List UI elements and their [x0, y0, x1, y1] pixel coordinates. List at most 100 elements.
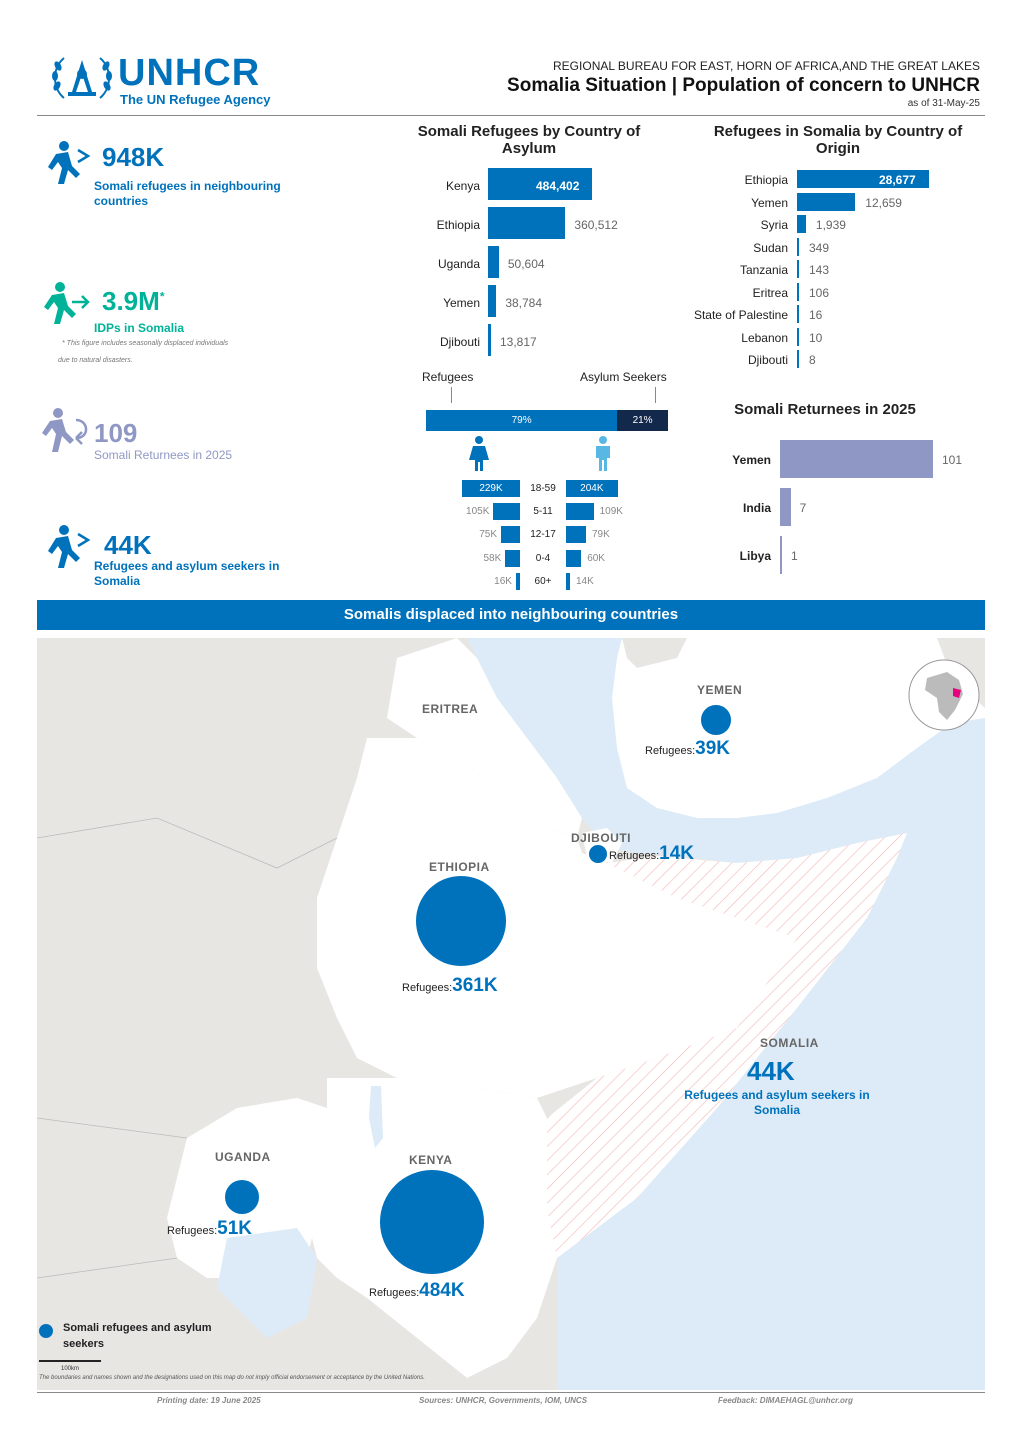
- asylum-bar-chart: Kenya 484,402 Ethiopia 360,512 Uganda 50,604 Y…: [380, 168, 680, 363]
- bar-label: Djibouti: [747, 353, 788, 367]
- bar-rect: [797, 215, 806, 233]
- origin-chart-title: Refugees in Somalia by Country of Origin: [690, 123, 986, 157]
- ref-value: 14K: [659, 843, 695, 864]
- lake-turkana: [369, 1086, 383, 1148]
- map-bubble-djibouti: [589, 845, 607, 863]
- map-label-ethiopia: ETHIOPIA: [429, 860, 490, 874]
- pyramid-bar-male: [566, 503, 594, 521]
- bar-rect: [797, 350, 799, 368]
- pyramid-age-label: 12-17: [530, 529, 556, 541]
- somalia-land: [547, 833, 907, 1258]
- bar-label: Djibouti: [439, 335, 480, 349]
- footer-sources: Sources: UNHCR, Governments, IOM, UNCS: [419, 1396, 588, 1405]
- bar-label: Tanzania: [739, 263, 788, 277]
- saudi-land: [622, 638, 687, 668]
- kpi-returnees: 109 Somali Returnees in 2025: [42, 408, 322, 468]
- bar-label: Yemen: [732, 453, 771, 467]
- map-ref-kenya: Refugees:484K: [369, 1280, 465, 1302]
- kpi-label: Somali Returnees in 2025: [94, 448, 233, 462]
- bar-value: 28,677: [879, 173, 916, 187]
- pyramid-age-label: 5-11: [533, 506, 553, 518]
- pyramid-female-value: 105K: [466, 506, 490, 518]
- kpi-note: due to natural disasters.: [58, 357, 133, 364]
- map-bubble-uganda: [225, 1180, 259, 1214]
- map-ref-djibouti: Refugees:14K: [609, 843, 694, 865]
- refugee-asylum-split-bar: 79% 21%: [426, 410, 668, 431]
- age-gender-pyramid: 18-59 229K 204K 5-11 105K 109K 12-17 75K 79K 0-4 5…: [430, 480, 670, 596]
- origin-chart-title-line: Origin: [815, 140, 861, 157]
- somalia-label-line: Somalia: [753, 1103, 801, 1117]
- male-icon: [596, 436, 610, 471]
- laurel-icon: [52, 57, 112, 99]
- kpi-label: countries: [94, 194, 149, 208]
- bar-label: India: [742, 501, 771, 515]
- bar-label: Ethiopia: [436, 218, 480, 232]
- bar-rect: [797, 192, 856, 211]
- bar-rect: [488, 285, 497, 317]
- origin-chart-title-line: Refugees in Somalia by Country of: [713, 123, 963, 140]
- refugee-icon: [48, 525, 91, 568]
- kpi-note: * This figure includes seasonally displa…: [62, 340, 229, 347]
- pyramid-female-value: 58K: [483, 552, 502, 564]
- origin-bar-chart: Ethiopia 28,677 Yemen 12,659 Syria 1,939 Sudan…: [680, 170, 980, 375]
- asylum-chart-title-line: Asylum: [501, 140, 557, 157]
- map-label-uganda: UGANDA: [215, 1150, 271, 1164]
- tick-line: [451, 387, 452, 403]
- bar-rect: [780, 536, 782, 574]
- map-bubble-yemen: [701, 705, 731, 735]
- kpi-refugees-somalia: 44K Refugees and asylum seekers in Somal…: [42, 524, 322, 594]
- ethiopia-land: [317, 738, 797, 1098]
- tanzania-land: [157, 1278, 477, 1390]
- map-label-kenya: KENYA: [409, 1153, 453, 1167]
- pyramid-male-value: 204K: [580, 483, 604, 494]
- pyramid-male-value: 60K: [587, 552, 605, 564]
- pyramid-male-value: 14K: [576, 575, 594, 587]
- tick-line: [655, 387, 656, 403]
- eritrea-land: [387, 638, 582, 838]
- bar-label: Libya: [739, 549, 771, 563]
- kpi-value: 948K: [102, 142, 165, 172]
- bar-value: 50,604: [507, 257, 545, 271]
- legend-label: Somali refugees and asylum: [63, 1322, 212, 1334]
- bar-rect: [780, 488, 791, 526]
- bar-rect: [797, 260, 799, 278]
- bar-label: Yemen: [443, 296, 480, 310]
- bar-rect: [488, 324, 491, 356]
- scale-bar: [39, 1360, 101, 1362]
- pyramid-female-value: 229K: [479, 483, 503, 494]
- bar-rect: [797, 327, 799, 346]
- kpi-value: 109: [94, 418, 138, 448]
- bar-label: Lebanon: [741, 330, 788, 345]
- bar-value: 10: [809, 330, 823, 345]
- pyramid-age-label: 60+: [534, 575, 552, 587]
- bar-rect: [488, 207, 566, 239]
- bar-value: 7: [799, 501, 807, 515]
- asylum-chart-title: Somali Refugees by Country of Asylum: [400, 123, 658, 157]
- asylum-chart-title-line: Somali Refugees by Country of: [417, 123, 641, 140]
- bureau-name: REGIONAL BUREAU FOR EAST, HORN OF AFRICA…: [553, 59, 980, 73]
- map-ref-uganda: Refugees:51K: [167, 1218, 252, 1240]
- ref-label: Refugees:: [369, 1287, 420, 1299]
- returnee-icon: [42, 408, 88, 452]
- legend-dot-icon: [39, 1324, 53, 1338]
- bar-rect: [797, 282, 799, 301]
- bar-value: 16: [809, 308, 823, 322]
- page-title: Somalia Situation | Population of concer…: [507, 75, 980, 96]
- footer-printing-date: Printing date: 19 June 2025: [157, 1396, 261, 1405]
- bar-value: 8: [809, 353, 816, 367]
- map-somalia-value: 44K: [747, 1056, 795, 1086]
- legend-label: seekers: [63, 1338, 104, 1350]
- bar-value: 360,512: [574, 218, 618, 232]
- pyramid-bar-female: [501, 526, 520, 544]
- kpi-value-text: 3.9M: [102, 286, 160, 316]
- returnees-bar-chart: Yemen 101 India 7 Libya 1: [700, 440, 990, 580]
- bar-value: 349: [809, 240, 830, 255]
- ref-value: 39K: [695, 738, 731, 759]
- map-area[interactable]: ERITREA YEMEN DJIBOUTI ETHIOPIA SOMALIA …: [37, 638, 985, 1390]
- ref-value: 361K: [452, 975, 498, 996]
- somalia-label-line: Refugees and asylum seekers in: [684, 1088, 870, 1102]
- ref-label: Refugees:: [402, 982, 453, 994]
- refugees-segment: 79%: [426, 410, 618, 431]
- kpi-footnote-mark: *: [159, 289, 165, 304]
- bar-rect: [797, 237, 799, 256]
